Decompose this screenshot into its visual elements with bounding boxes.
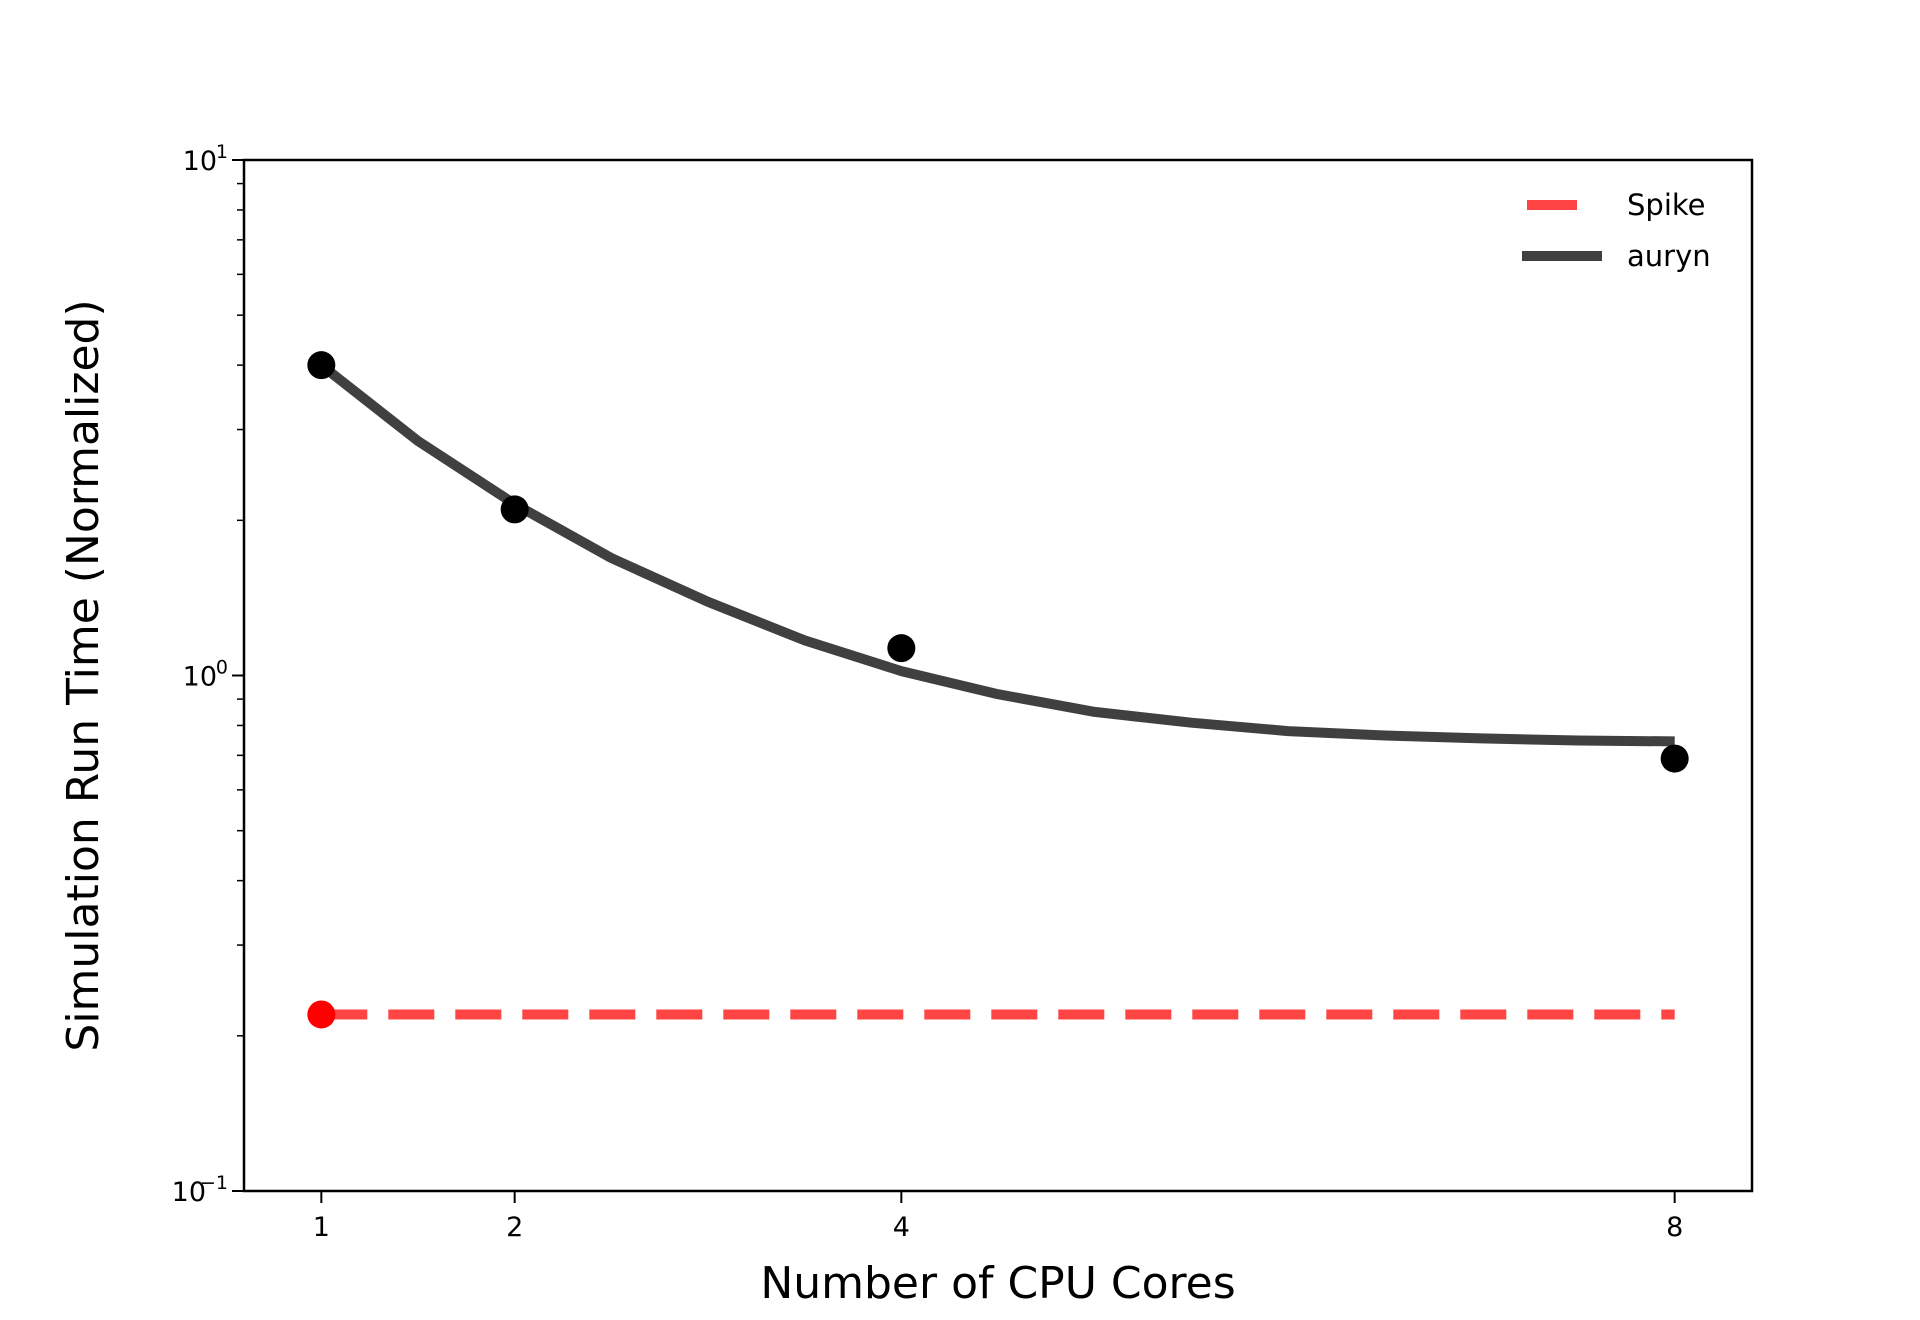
y-tick-exponent: 1 <box>216 141 228 163</box>
x-axis-title: Number of CPU Cores <box>760 1258 1235 1309</box>
series-line-auryn <box>318 361 1675 747</box>
data-point-auryn <box>1660 744 1689 773</box>
y-tick-exponent: 0 <box>216 657 228 679</box>
data-point-auryn <box>307 351 336 380</box>
plot-area <box>307 351 1689 1029</box>
legend-label-auryn: auryn <box>1627 239 1711 273</box>
legend-label-spike: Spike <box>1627 188 1705 222</box>
y-tick-label: 101 <box>183 141 228 177</box>
x-tick-label: 1 <box>313 1212 330 1243</box>
x-tick-label: 8 <box>1666 1212 1683 1243</box>
y-axis-title: Simulation Run Time (Normalized) <box>58 299 109 1051</box>
x-tick-label: 2 <box>506 1212 523 1243</box>
y-tick-exponent: −1 <box>200 1172 228 1194</box>
y-tick-label: 10−1 <box>172 1172 228 1208</box>
data-point-spike <box>307 1000 336 1029</box>
data-point-auryn <box>887 634 916 663</box>
y-tick-label: 100 <box>183 657 228 693</box>
x-tick-label: 4 <box>893 1212 910 1243</box>
axes-frame <box>242 158 1754 1193</box>
data-point-auryn <box>500 495 529 524</box>
legend: Spike auryn <box>1522 188 1711 273</box>
